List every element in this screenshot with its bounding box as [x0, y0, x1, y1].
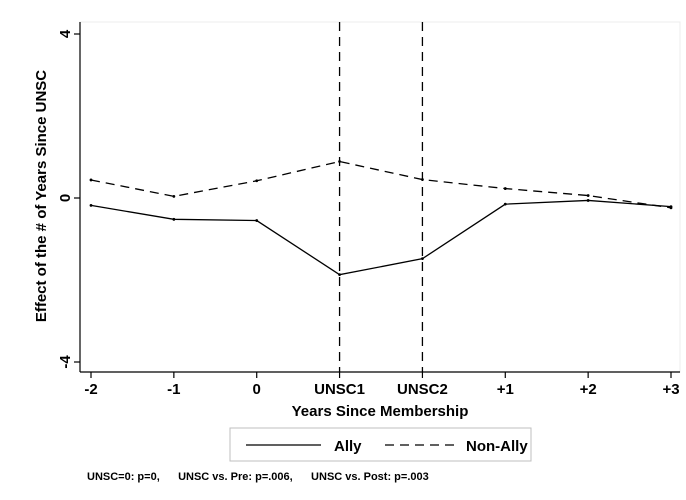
data-point-ally-6 — [586, 199, 590, 202]
data-point-non-ally-5 — [503, 187, 507, 190]
data-point-non-ally-7 — [669, 206, 673, 210]
data-point-non-ally-3 — [338, 160, 341, 163]
reference-lines — [338, 22, 424, 372]
y-axis-ticks: -4 0 4 — [57, 29, 80, 369]
data-point-ally-0 — [89, 203, 93, 207]
x-tick-label: -1 — [167, 381, 180, 398]
x-tick-label: +3 — [662, 381, 679, 398]
legend: Ally Non-Ally — [229, 427, 532, 462]
x-tick-label: +1 — [497, 381, 514, 398]
x-axis-ticks: -2 -1 0 UNSC1 UNSC2 +1 +2 +3 — [84, 372, 680, 398]
y-tick-label: 4 — [57, 29, 74, 38]
y-tick-label: -4 — [57, 355, 74, 369]
x-axis-title: Years Since Membership — [292, 403, 469, 420]
x-tick-label: +2 — [580, 381, 597, 398]
y-tick-label: 0 — [57, 194, 74, 202]
x-tick-label: 0 — [253, 381, 261, 398]
data-point-ally-4 — [421, 257, 424, 261]
series-line-non-ally — [90, 160, 672, 209]
data-point-non-ally-4 — [421, 178, 424, 181]
data-point-non-ally-0 — [89, 178, 93, 182]
data-point-ally-5 — [503, 202, 507, 206]
legend-label-ally: Ally — [334, 438, 362, 455]
plot-region — [79, 21, 681, 373]
series-layer — [89, 160, 673, 277]
data-point-ally-1 — [172, 217, 176, 221]
data-point-non-ally-2 — [255, 179, 259, 183]
x-tick-label: UNSC2 — [397, 381, 448, 398]
series-line-ally — [90, 199, 672, 276]
data-point-ally-3 — [338, 273, 341, 277]
x-tick-label: -2 — [84, 381, 97, 398]
data-point-non-ally-6 — [586, 194, 590, 197]
x-tick-label: UNSC1 — [314, 381, 365, 398]
data-point-non-ally-1 — [172, 194, 176, 198]
legend-label-non-ally: Non-Ally — [466, 438, 528, 455]
y-axis-title: Effect of the # of Years Since UNSC — [33, 70, 50, 322]
significance-note: UNSC=0: p=0, UNSC vs. Pre: p=.006, UNSC … — [87, 471, 429, 483]
data-point-ally-2 — [255, 219, 259, 222]
